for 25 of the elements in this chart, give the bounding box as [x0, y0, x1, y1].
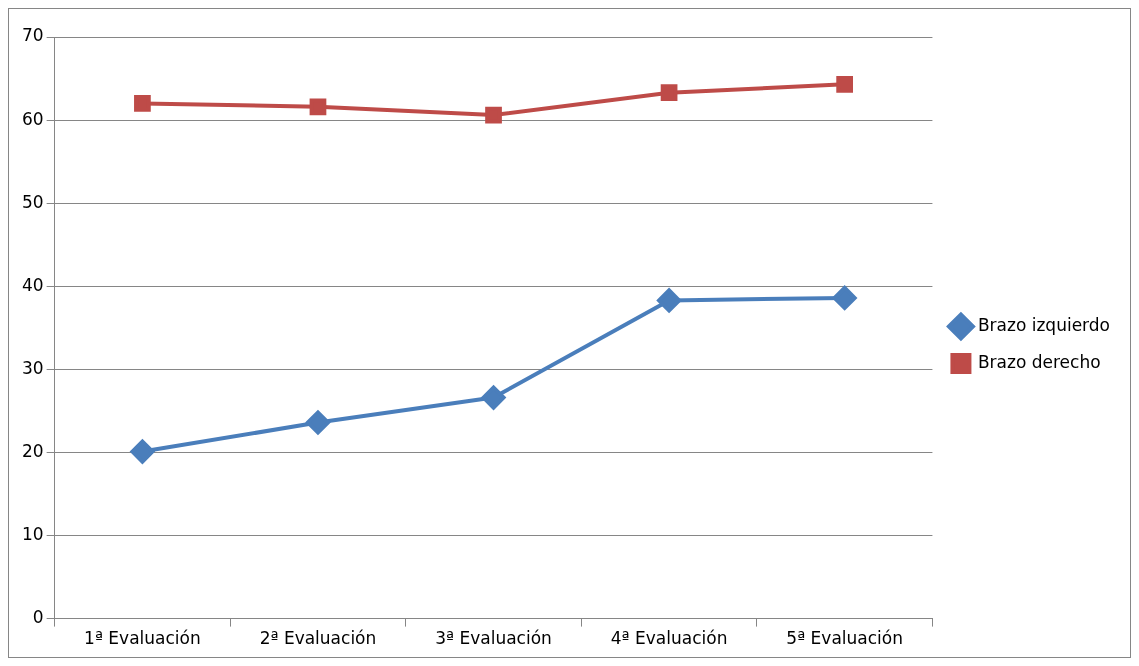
point — [481, 385, 506, 410]
point — [309, 98, 327, 116]
y-tick-label: 50 — [21, 191, 44, 212]
y-tick-label: 70 — [21, 25, 44, 46]
y-tick-label: 0 — [32, 607, 44, 628]
point — [657, 288, 682, 313]
y-tick-label: 60 — [21, 108, 44, 129]
point — [130, 439, 155, 464]
point — [134, 95, 151, 112]
x-tick-label: 2ª Evaluación — [259, 628, 377, 649]
point — [485, 106, 502, 124]
y-tick-label: 20 — [21, 440, 44, 461]
y-tick-label: 30 — [21, 357, 44, 378]
point — [832, 285, 857, 310]
x-tick-label: 1ª Evaluación — [84, 628, 201, 649]
legend-label: Brazo derecho — [977, 351, 1101, 372]
x-tick-label: 5ª Evaluación — [786, 628, 903, 649]
x-tick-label: 4ª Evaluación — [610, 628, 728, 649]
y-tick-label: 10 — [21, 523, 44, 544]
point — [836, 76, 854, 93]
y-tick-label: 40 — [21, 274, 44, 295]
point — [660, 84, 678, 102]
x-tick-label: 3ª Evaluación — [435, 628, 552, 649]
legend-label: Brazo izquierdo — [977, 314, 1110, 335]
point — [305, 410, 330, 435]
